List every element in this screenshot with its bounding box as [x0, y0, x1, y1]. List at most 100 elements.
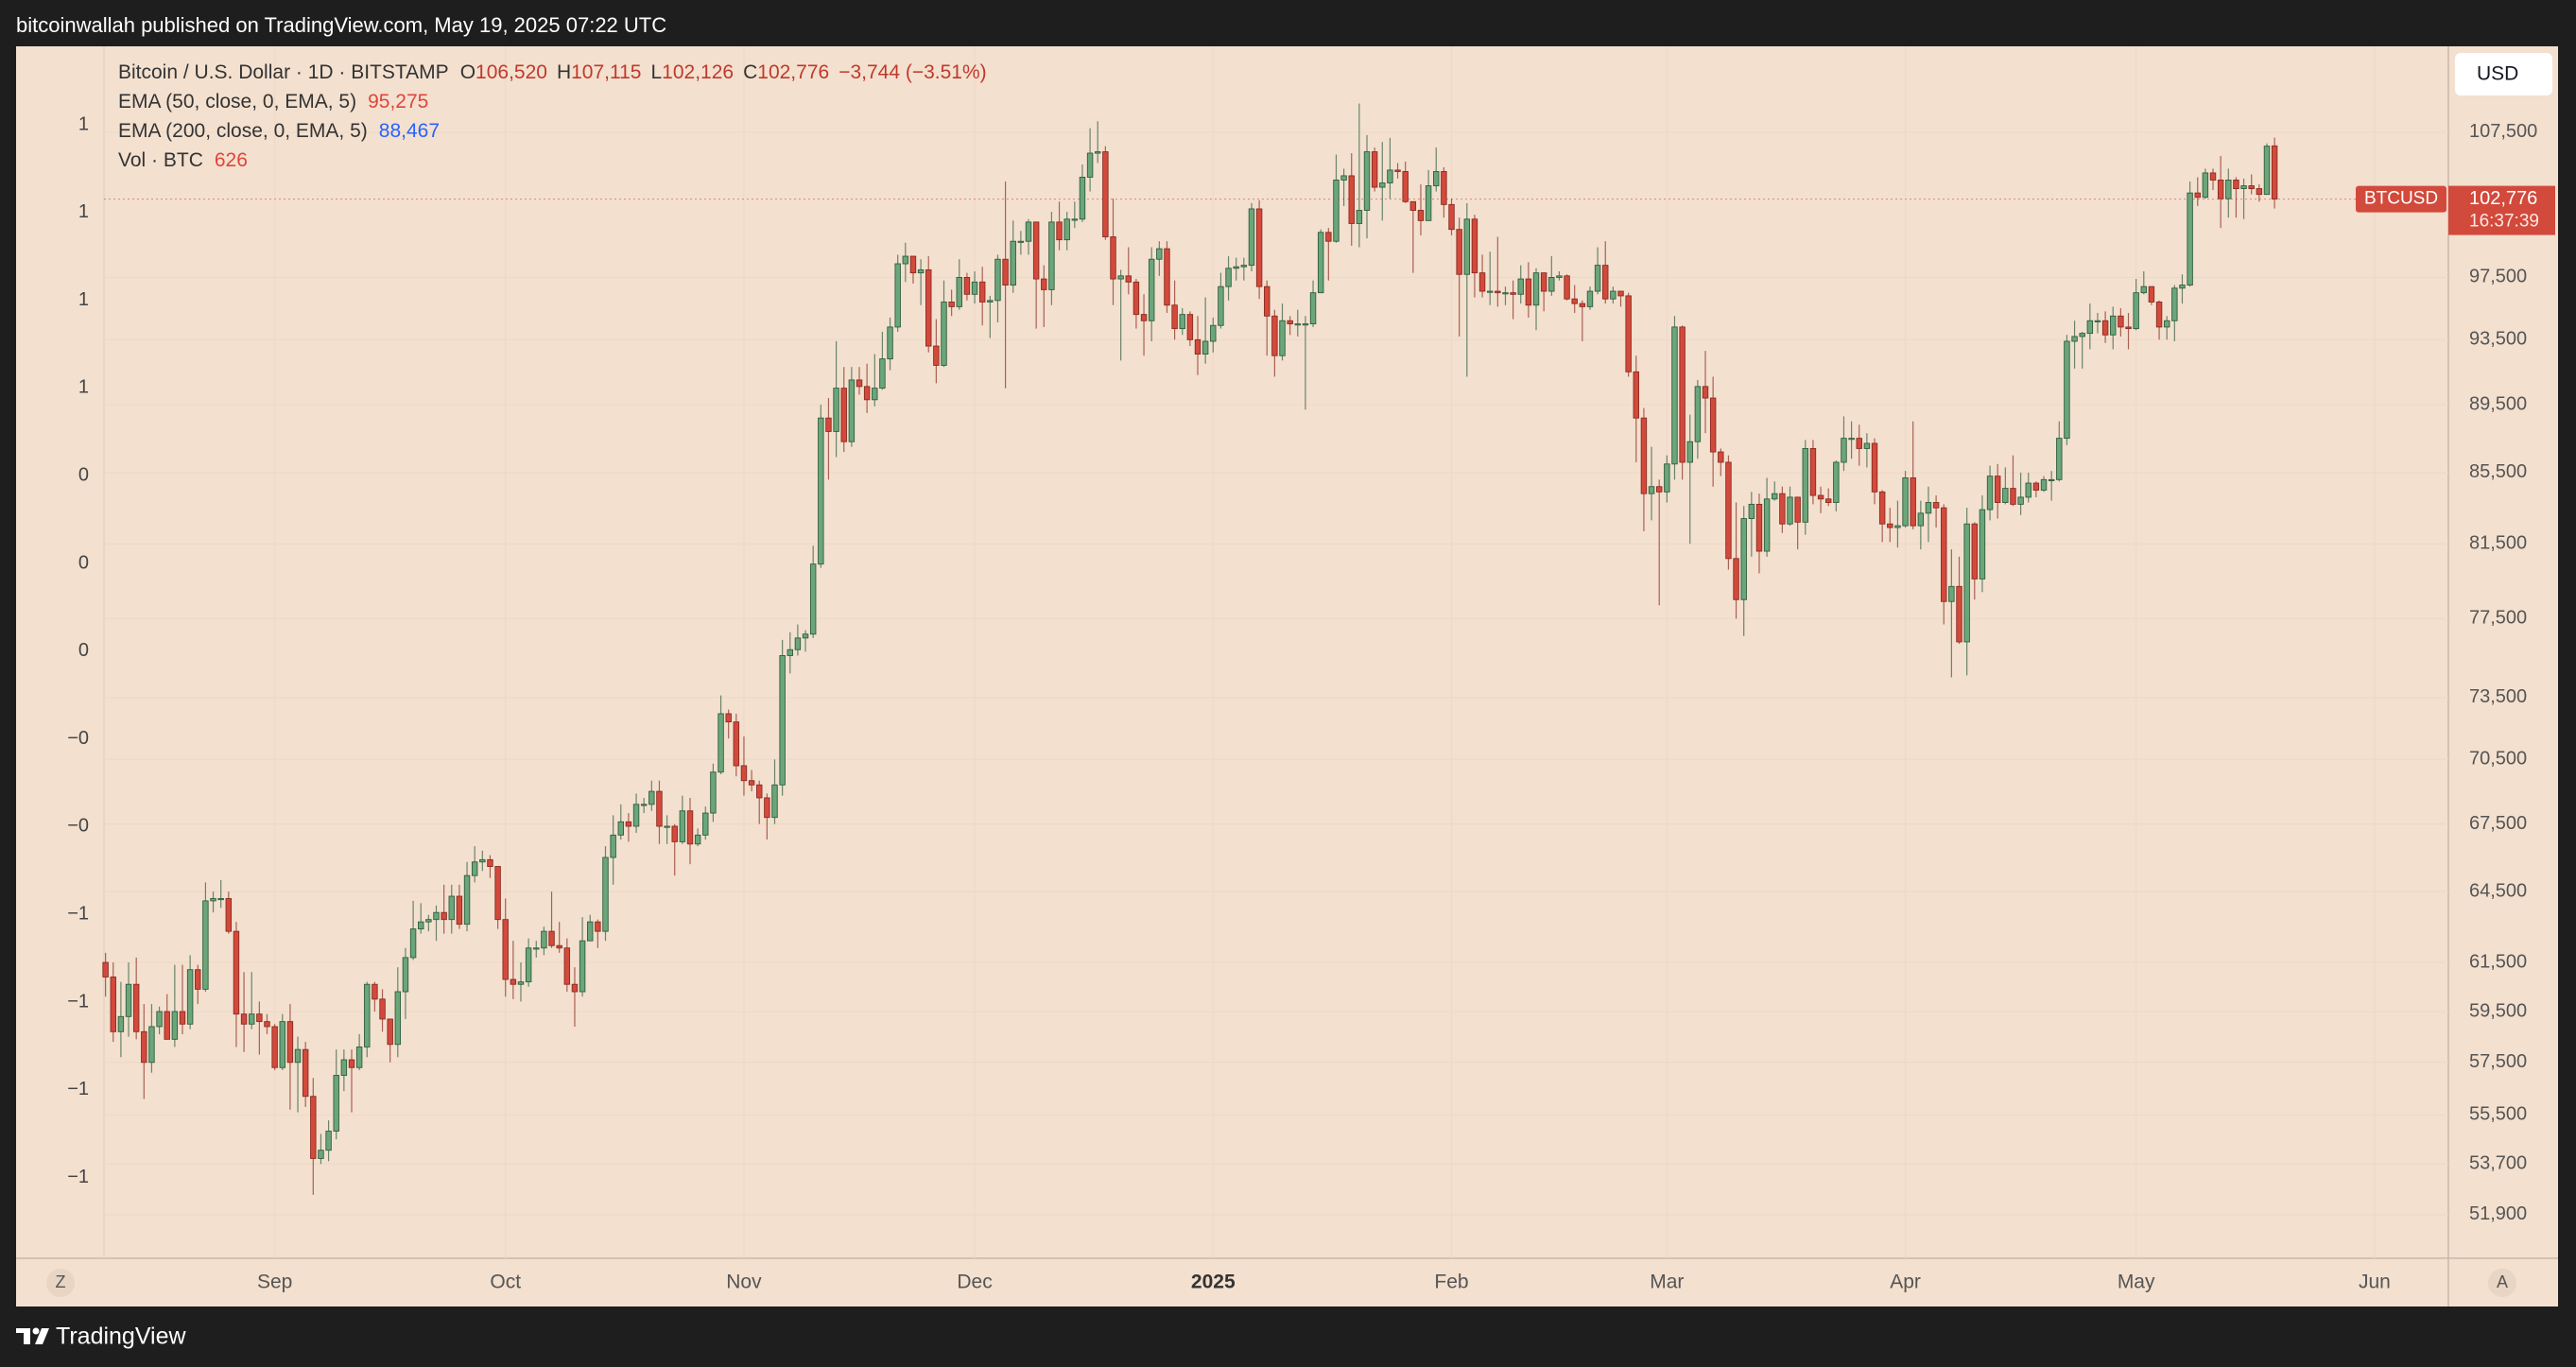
- candle-body: [1156, 248, 1163, 260]
- candle-body: [1694, 386, 1702, 442]
- candle-body: [909, 255, 917, 274]
- candle-body: [1095, 151, 1101, 154]
- x-tick-label: Sep: [257, 1272, 292, 1293]
- candle-body: [1186, 314, 1194, 340]
- candle-body: [1478, 272, 1486, 292]
- candle-body: [656, 790, 663, 827]
- candle-body: [1848, 438, 1855, 441]
- candle-body: [1271, 315, 1278, 356]
- candle-body: [1740, 518, 1747, 600]
- candle-body: [925, 268, 932, 347]
- candle-body: [348, 1059, 355, 1068]
- candle-body: [1794, 496, 1801, 523]
- logo-slash: [35, 1328, 49, 1344]
- candle-body: [1218, 286, 1224, 326]
- candle-body: [809, 563, 817, 635]
- candle-body: [132, 983, 140, 1032]
- candle-body: [2217, 180, 2224, 199]
- candle-body: [978, 281, 986, 303]
- candle-body: [1733, 558, 1739, 600]
- candle-body: [1971, 523, 1979, 580]
- candle-body: [679, 810, 686, 842]
- candle-body: [1517, 278, 1524, 295]
- candle-body: [441, 911, 447, 921]
- readout-value: 102,776: [757, 61, 829, 83]
- legend-header: Bitcoin / U.S. Dollar · 1D · BITSTAMP O10…: [118, 61, 987, 83]
- candle-body: [1325, 232, 1332, 242]
- candle-body: [1963, 523, 1970, 643]
- currency-button-label[interactable]: USD: [2477, 63, 2518, 85]
- candle-body: [2179, 285, 2186, 289]
- candle-body: [494, 866, 501, 921]
- candle-body: [487, 858, 493, 867]
- candle-body: [202, 900, 209, 990]
- candle-body: [156, 1011, 163, 1028]
- volume-axis-label: −1: [67, 991, 89, 1012]
- candle-body: [318, 1150, 324, 1159]
- candle-body: [1448, 203, 1455, 231]
- candle-body: [433, 911, 440, 921]
- candle-body: [2079, 333, 2085, 337]
- candle-body: [2248, 185, 2255, 190]
- candle-body: [1441, 170, 1447, 205]
- candle-body: [479, 858, 486, 863]
- candle-body: [355, 1046, 363, 1068]
- candle-body: [1863, 442, 1871, 449]
- candle-body: [748, 780, 755, 786]
- indicator-name: EMA (50, close, 0, EMA, 5): [118, 91, 356, 112]
- candle-body: [1894, 525, 1901, 528]
- candle-body: [2148, 286, 2155, 303]
- left-button-label[interactable]: Z: [56, 1272, 66, 1291]
- candle-body: [1571, 298, 1578, 304]
- candle-body: [2163, 320, 2170, 328]
- right-button-label[interactable]: A: [2497, 1272, 2508, 1291]
- candle-body: [325, 1131, 332, 1151]
- candle-body: [302, 1048, 309, 1098]
- y-tick-label: 59,500: [2469, 1000, 2527, 1021]
- candle-body: [1525, 278, 1532, 306]
- candle-body: [587, 921, 594, 942]
- brand-logo: [16, 1327, 49, 1344]
- candle-body: [1302, 323, 1309, 326]
- candle-body: [602, 857, 609, 932]
- right-button[interactable]: [2488, 1269, 2516, 1297]
- candle-body: [2171, 287, 2178, 321]
- volume-axis-label: 1: [78, 289, 89, 310]
- readout-key: H: [557, 61, 571, 83]
- candle-body: [941, 302, 947, 366]
- price-tag-box: [2448, 185, 2555, 235]
- candle-body: [1579, 303, 1586, 307]
- candle-body: [1017, 240, 1025, 243]
- indicator-legend: Vol · BTC 626: [118, 149, 248, 171]
- candle-body: [1102, 151, 1109, 237]
- candle-body: [2094, 320, 2101, 322]
- candle-body: [271, 1026, 278, 1068]
- candle-body: [887, 326, 893, 360]
- candle-body: [664, 825, 670, 828]
- candle-body: [2010, 488, 2016, 505]
- candle-body: [1910, 477, 1916, 527]
- candle-body: [1633, 371, 1640, 419]
- currency-button[interactable]: [2455, 53, 2552, 95]
- logo-bar: [16, 1328, 30, 1333]
- y-tick-label: 89,500: [2469, 393, 2527, 414]
- volume-axis-label: −0: [67, 816, 89, 837]
- left-button[interactable]: [46, 1269, 75, 1297]
- candle-body: [863, 386, 871, 401]
- candle-body: [533, 947, 540, 950]
- candle-body: [2240, 185, 2247, 190]
- candle-body: [1202, 340, 1209, 355]
- candle-body: [825, 417, 832, 432]
- candle-body: [1994, 476, 2001, 503]
- candle-body: [1279, 320, 1286, 356]
- candle-body: [717, 713, 724, 773]
- candle-body: [333, 1075, 339, 1132]
- candle-body: [171, 1011, 179, 1040]
- candle-body: [1755, 503, 1763, 552]
- volume-axis-label: 1: [78, 377, 89, 398]
- candle-body: [1225, 268, 1232, 287]
- candle-body: [571, 983, 579, 993]
- candle-body: [1948, 585, 1955, 602]
- candle-body: [1878, 491, 1886, 525]
